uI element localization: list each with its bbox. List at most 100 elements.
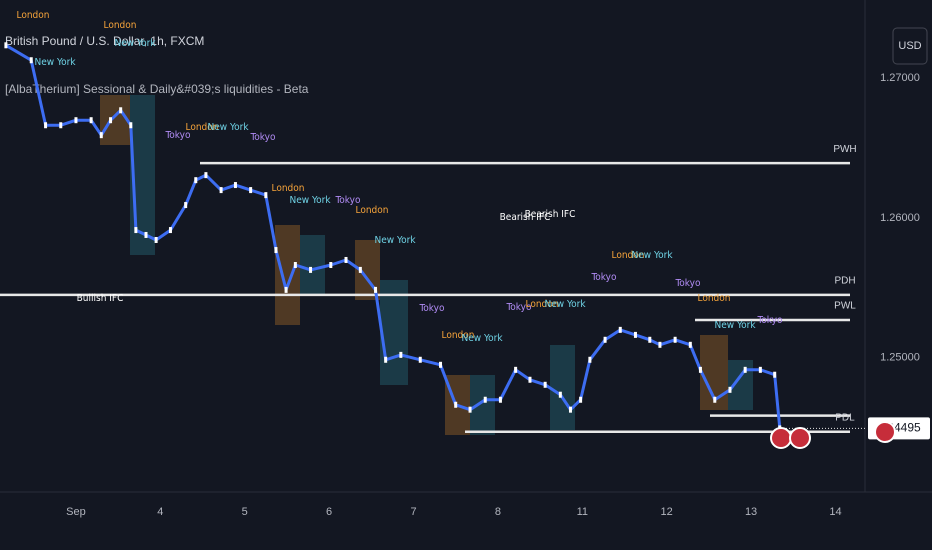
chart-title: British Pound / U.S. Dollar, 1h, FXCM xyxy=(5,34,204,48)
price-candle xyxy=(399,351,403,358)
session-label: Tokyo xyxy=(675,278,701,289)
price-candle xyxy=(168,227,172,234)
price-candle xyxy=(204,172,208,179)
session-label: Tokyo xyxy=(419,303,445,314)
price-candle xyxy=(618,326,622,333)
session-boxes xyxy=(100,95,753,435)
session-box xyxy=(728,360,753,410)
session-label: New York xyxy=(631,250,673,261)
price-candle xyxy=(219,187,223,194)
price-candle xyxy=(154,236,158,243)
y-tick-label: 1.26000 xyxy=(880,212,920,224)
session-label: Tokyo xyxy=(165,130,191,141)
session-label: London xyxy=(612,250,645,261)
price-candle xyxy=(483,396,487,403)
price-candle xyxy=(543,381,547,388)
price-candle xyxy=(528,376,532,383)
level-label: PWL xyxy=(834,301,856,312)
session-label: New York xyxy=(207,122,249,133)
x-tick-label: 14 xyxy=(829,506,841,518)
price-candle xyxy=(439,361,443,368)
ifc-label: Bearish IFC xyxy=(500,212,551,223)
price-candle xyxy=(374,286,378,293)
indicator-title: [AlbaTherium] Sessional & Daily&#039;s l… xyxy=(5,82,309,96)
price-candle xyxy=(59,122,63,129)
price-candle xyxy=(99,132,103,139)
flag-icon xyxy=(874,421,896,443)
level-label: PDL xyxy=(835,412,855,423)
session-box xyxy=(275,225,300,325)
x-tick-label: 8 xyxy=(495,506,501,518)
price-candle xyxy=(758,366,762,373)
ifc-label: Bearish IFC xyxy=(525,209,576,220)
y-tick-label: 1.25000 xyxy=(880,352,920,364)
price-candle xyxy=(588,356,592,363)
session-label: Tokyo xyxy=(250,132,276,143)
session-box xyxy=(100,95,130,145)
session-label: London xyxy=(356,205,389,216)
price-candle xyxy=(579,396,583,403)
x-tick-label: Sep xyxy=(66,506,86,518)
price-candle xyxy=(773,371,777,378)
session-box xyxy=(300,235,325,295)
x-tick-label: 6 xyxy=(326,506,332,518)
price-candle xyxy=(648,336,652,343)
session-label: London xyxy=(17,10,50,21)
ifc-label: Bullish IFC xyxy=(77,293,124,304)
price-candle xyxy=(184,202,188,209)
price-candle xyxy=(134,227,138,234)
session-label: New York xyxy=(114,38,156,49)
session-label: Tokyo xyxy=(591,272,617,283)
session-label: London xyxy=(442,330,475,341)
price-candle xyxy=(129,122,133,129)
flag-icon xyxy=(770,427,792,449)
price-candle xyxy=(233,182,237,189)
session-box xyxy=(380,280,408,385)
price-candle xyxy=(498,396,502,403)
price-line xyxy=(5,44,782,429)
price-candle xyxy=(74,117,78,124)
session-label: London xyxy=(186,122,219,133)
currency-label[interactable]: USD xyxy=(898,40,921,52)
price-candle xyxy=(4,42,8,49)
price-candle xyxy=(44,122,48,129)
x-tick-label: 5 xyxy=(242,506,248,518)
session-label: London xyxy=(526,299,559,310)
currency-button[interactable] xyxy=(892,27,928,65)
price-candle xyxy=(728,386,732,393)
session-label: New York xyxy=(714,320,756,331)
price-candle xyxy=(284,286,288,293)
session-label: New York xyxy=(289,195,331,206)
price-candle xyxy=(698,366,702,373)
level-label: PDH xyxy=(834,276,855,287)
price-candle xyxy=(329,262,333,269)
session-label: London xyxy=(104,20,137,31)
price-candle xyxy=(249,187,253,194)
price-candle xyxy=(309,266,313,273)
session-label: New York xyxy=(34,57,76,68)
price-candle xyxy=(89,117,93,124)
price-candle xyxy=(568,406,572,413)
price-candle xyxy=(688,341,692,348)
price-candle xyxy=(264,192,268,199)
price-candle xyxy=(384,356,388,363)
session-label: London xyxy=(272,183,305,194)
price-candle xyxy=(673,336,677,343)
x-tick-label: 7 xyxy=(410,506,416,518)
flag-icon xyxy=(789,427,811,449)
price-candle xyxy=(29,57,33,64)
session-label: London xyxy=(698,293,731,304)
price-candle xyxy=(454,401,458,408)
price-candle xyxy=(743,366,747,373)
session-box xyxy=(470,375,495,435)
price-candle xyxy=(418,356,422,363)
price-candle xyxy=(713,396,717,403)
x-tick-label: 4 xyxy=(157,506,163,518)
session-box xyxy=(550,345,575,430)
price-candle xyxy=(514,366,518,373)
price-candle xyxy=(274,247,278,254)
price-candle xyxy=(194,177,198,184)
session-label: New York xyxy=(374,235,416,246)
